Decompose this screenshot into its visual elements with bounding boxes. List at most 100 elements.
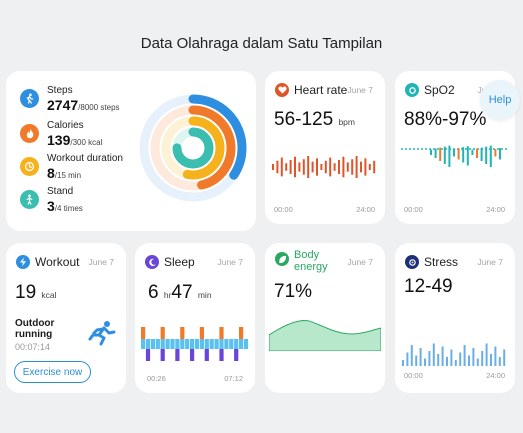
walking-icon	[20, 89, 39, 108]
running-icon	[88, 321, 116, 346]
sleep-light-segment	[175, 339, 180, 349]
heart-rate-unit: bpm	[338, 117, 355, 127]
sleep-hours: 6	[148, 282, 159, 303]
stand-label: Stand	[47, 186, 74, 197]
sleep-deep-segment	[234, 349, 239, 361]
heart-rate-chart	[272, 156, 376, 178]
stress-card[interactable]: Stress June 7 12-49 00:00 24:00	[395, 243, 515, 393]
sleep-light-segment	[229, 339, 234, 349]
steps-label: Steps	[47, 85, 73, 96]
sleep-awake-segment	[199, 327, 204, 339]
spo2-axis-end: 24:00	[486, 205, 505, 214]
heart-icon	[275, 83, 289, 97]
sleep-light-segment	[204, 339, 209, 349]
sleep-light-segment	[150, 339, 155, 349]
spo2-chart	[401, 145, 509, 167]
activity-card[interactable]: Steps 2747/8000 steps Calories 139/300 k…	[6, 71, 256, 231]
sleep-light-segment	[190, 339, 195, 349]
stress-date: June 7	[477, 257, 503, 267]
stress-axis-start: 00:00	[404, 371, 423, 380]
duration-unit: /15 min	[54, 171, 82, 180]
lightning-icon	[16, 255, 30, 269]
steps-unit: /8000 steps	[78, 103, 120, 112]
heart-rate-date: June 7	[347, 85, 373, 95]
sleep-deep-segment	[190, 349, 195, 361]
steps-ring	[139, 94, 247, 202]
moon-icon	[145, 255, 159, 269]
body-energy-date: June 7	[347, 257, 373, 267]
calories-label: Calories	[47, 120, 84, 131]
spo2-title: SpO2	[424, 82, 455, 97]
sleep-axis-start: 00:26	[147, 374, 166, 383]
sleep-light-segment	[160, 339, 165, 349]
sleep-light-segment	[219, 339, 224, 349]
standing-person-icon	[20, 190, 39, 209]
spo2-axis-start: 00:00	[404, 205, 423, 214]
sleep-light-segment	[145, 339, 151, 349]
heart-rate-title: Heart rate	[294, 82, 348, 97]
stress-chart	[402, 343, 506, 366]
calories-unit: /300 kcal	[70, 138, 103, 147]
sleep-deep-segment	[219, 349, 224, 361]
flame-icon	[20, 124, 39, 143]
sleep-light-segment	[185, 339, 190, 349]
workout-unit: kcal	[41, 290, 57, 300]
sleep-light-segment	[199, 339, 204, 349]
workout-activity-line1: Outdoor	[15, 318, 55, 329]
sleep-light-segment	[170, 339, 175, 349]
sleep-deep-segment	[145, 349, 151, 361]
duration-row: Workout duration 8/15 min	[20, 153, 123, 184]
workout-activity-line2: running	[15, 329, 53, 340]
sleep-light-segment	[194, 339, 200, 349]
sleep-deep-segment	[175, 349, 180, 361]
stand-value: 3	[47, 198, 55, 214]
body-energy-title-line1: Body	[294, 249, 320, 261]
sleep-light-segment	[141, 339, 146, 349]
oxygen-icon	[405, 83, 419, 97]
stand-row: Stand 3/4 times	[20, 186, 83, 217]
clock-icon	[20, 157, 39, 176]
sleep-light-segment	[165, 339, 170, 349]
sleep-light-segment	[243, 339, 249, 349]
steps-row: Steps 2747/8000 steps	[20, 85, 120, 116]
heart-rate-axis-start: 00:00	[274, 205, 293, 214]
spo2-value: 88%-97%	[404, 109, 487, 130]
steps-value: 2747	[47, 97, 79, 113]
activity-rings	[139, 94, 247, 202]
exercise-now-button[interactable]: Exercise now	[14, 361, 91, 383]
body-energy-card[interactable]: Body energy June 7 71%	[265, 243, 385, 393]
sleep-min-unit: min	[197, 290, 212, 300]
stand-unit: /4 times	[54, 204, 83, 213]
sleep-deep-segment	[160, 349, 165, 361]
heart-rate-axis-end: 24:00	[356, 205, 375, 214]
stress-gauge-icon	[405, 255, 419, 269]
heart-rate-value: 56-125	[274, 109, 334, 130]
sleep-light-segment	[214, 339, 219, 349]
sleep-awake-segment	[141, 327, 146, 339]
sleep-deep-segment	[204, 349, 209, 361]
sleep-awake-segment	[180, 327, 185, 339]
sleep-hr-unit: hr	[163, 290, 172, 300]
calories-value: 139	[47, 132, 71, 148]
duration-value: 8	[47, 165, 55, 181]
sleep-card[interactable]: Sleep June 7 6 hr47 min 00:26 07:12	[135, 243, 255, 393]
workout-value: 19	[15, 282, 37, 303]
sleep-minutes: 47	[171, 282, 193, 303]
calories-ring	[150, 105, 236, 191]
body-energy-chart	[269, 319, 381, 351]
calories-row: Calories 139/300 kcal	[20, 120, 102, 151]
body-energy-title-line2: energy	[294, 261, 328, 273]
duration-label: Workout duration	[47, 153, 123, 164]
duration-ring	[161, 116, 225, 180]
sleep-awake-segment	[239, 327, 244, 339]
stand-ring	[172, 127, 214, 169]
help-button[interactable]: Help	[480, 80, 520, 120]
sleep-title: Sleep	[164, 254, 195, 269]
workout-duration: 00:07:14	[15, 342, 51, 352]
sleep-light-segment	[234, 339, 239, 349]
stress-title: Stress	[424, 254, 459, 269]
heart-rate-card[interactable]: Heart rate June 7 56-125 bpm 00:00 24:00	[265, 71, 385, 224]
body-energy-value: 71%	[274, 281, 313, 302]
sleep-light-segment	[239, 339, 244, 349]
page-title: Data Olahraga dalam Satu Tampilan	[140, 35, 383, 52]
